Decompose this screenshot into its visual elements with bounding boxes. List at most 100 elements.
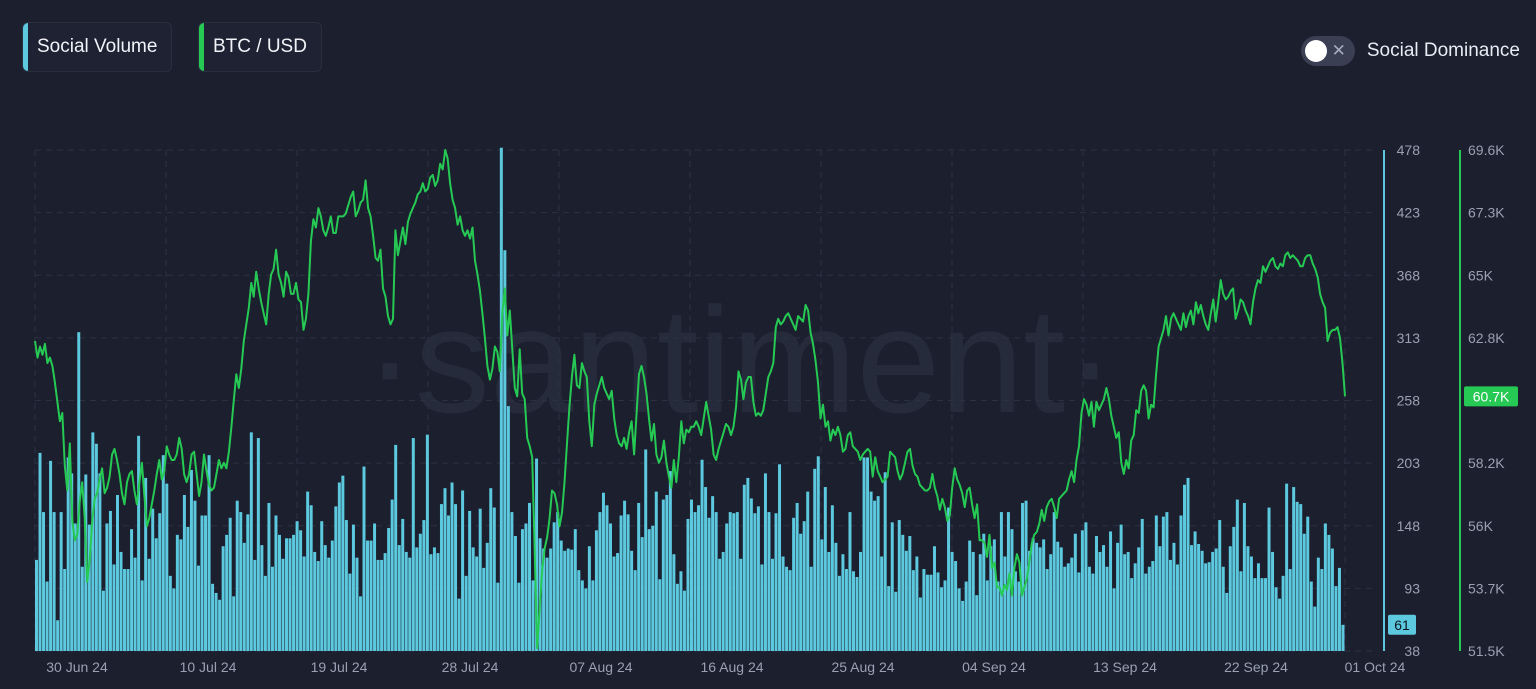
social-volume-bar [288,538,292,651]
social-volume-bar [978,554,982,651]
social-volume-bar [985,580,989,651]
social-volume-bar [633,570,637,651]
social-volume-bar [415,547,419,651]
social-volume-bar [482,567,486,651]
social-volume-bar [1313,606,1317,651]
social-volume-bar [380,559,384,651]
social-volume-bar [1235,499,1239,651]
social-volume-bar [1190,545,1194,651]
social-volume-bar [925,574,929,651]
social-volume-bar [105,523,109,651]
social-volume-bar [63,569,67,651]
social-volume-bar [545,557,549,651]
social-volume-bar [1228,546,1232,651]
social-volume-bar [1278,598,1282,651]
social-volume-bar [1302,533,1306,651]
social-volume-bar [880,556,884,651]
social-volume-bar [767,512,771,651]
y-tick-label-left: 148 [1397,518,1421,534]
social-volume-bar [785,566,789,651]
social-volume-bar [1137,547,1141,651]
social-volume-bar [1256,563,1260,651]
social-volume-bar [56,620,60,651]
social-volume-bar [418,533,422,651]
social-volume-bar [126,569,130,651]
social-volume-bar [77,332,81,651]
social-volume-bar [101,590,105,651]
social-volume-bar [45,581,49,651]
social-dominance-label: Social Dominance [1366,40,1520,61]
social-volume-bar [422,520,426,651]
legend-social-volume[interactable]: Social Volume [22,22,173,72]
social-volume-bar [869,491,873,651]
social-dominance-toggle[interactable]: ✕ Social Dominance [1300,36,1520,66]
social-volume-bar [334,506,338,651]
social-volume-bar [1179,515,1183,651]
social-volume-bar [313,551,317,651]
social-volume-bar [130,529,134,651]
social-volume-bar [1186,477,1190,651]
social-volume-bar [397,545,401,651]
social-volume-bar [675,583,679,651]
social-volume-bar [651,525,655,651]
social-volume-bar [584,588,588,651]
social-volume-bar [619,515,623,651]
social-volume-bar [239,512,243,651]
social-volume-bar [816,456,820,651]
social-volume-bar [337,482,341,651]
social-volume-bar [999,512,1003,651]
social-volume-bar [175,534,179,651]
social-volume-bar [647,529,651,651]
social-volume-bar [718,558,722,651]
social-volume-bar [957,588,961,651]
btc-usd-line [34,149,1346,650]
toggle-knob [1304,40,1327,62]
social-volume-bar [1253,578,1257,651]
social-volume-bar [1172,542,1176,651]
social-volume-bar [1246,546,1250,651]
toggle-switch[interactable]: ✕ [1300,36,1355,66]
social-volume-bar [940,587,944,651]
social-volume-bar [668,471,672,651]
social-volume-bar [992,539,996,651]
social-volume-bar [277,534,281,651]
social-volume-bar [119,551,123,651]
social-volume-bar [682,590,686,651]
social-volume-bar [87,524,91,651]
social-volume-bar [1144,573,1148,651]
social-volume-bar [249,432,253,651]
x-tick-label: 19 Jul 24 [311,659,368,675]
social-volume-bar [524,523,528,651]
social-volume-bar [1021,502,1025,651]
social-volume-bar [443,488,447,651]
watermark: ·santiment· [365,276,1115,444]
social-volume-bar [1337,567,1341,651]
social-volume-bar [1225,592,1229,651]
social-volume-bar [503,250,507,651]
social-volume-bar [714,512,718,651]
legend-btc-usd[interactable]: BTC / USD [198,22,322,72]
social-volume-bar [1320,569,1324,651]
y-tick-label-right: 69.6K [1468,142,1505,158]
social-volume-bar [866,457,870,651]
social-volume-bar [1059,547,1063,651]
social-volume-bar [1080,530,1084,651]
social-volume-bar [1200,550,1204,651]
social-volume-bar [447,515,451,651]
social-volume-bar [492,507,496,651]
social-volume-bar [253,559,257,651]
social-volume-bar [911,570,915,651]
axes: 478 423 368 313 258 203 148 93 38 69.6K 67.3K 65K 62… [46,142,1518,675]
social-volume-bar [788,570,792,651]
social-volume-bar [425,434,429,651]
social-volume-bar [94,443,98,651]
social-volume-bar [658,579,662,651]
y-tick-label-right: 53.7K [1468,580,1505,596]
social-volume-bar [362,466,366,651]
social-volume-bar [1327,534,1331,651]
social-volume-bar [376,559,380,651]
social-volume-bar [556,512,560,651]
social-volume-bar [1017,581,1021,651]
social-volume-bar [513,535,517,651]
